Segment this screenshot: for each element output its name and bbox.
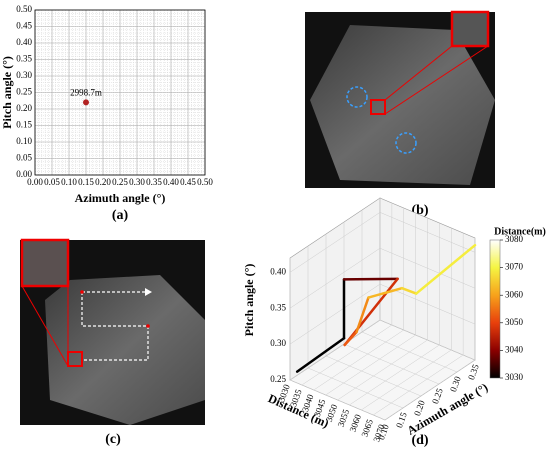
trajectory-segment — [343, 330, 358, 347]
y-tick-label: 0.30 — [16, 70, 32, 80]
y-axis-label: Pitch angle (°) — [0, 56, 14, 129]
trajectory-segment — [415, 243, 477, 295]
grid-line — [289, 283, 381, 345]
x-tick-label: 0.50 — [197, 177, 213, 187]
annotation: 2998.7m — [70, 87, 102, 97]
z-tick-label: 0.35 — [270, 302, 286, 312]
colorbar-tick-label: 3070 — [505, 262, 524, 272]
colorbar-tick-label: 3050 — [505, 317, 524, 327]
grid-line — [379, 319, 476, 361]
grid-line — [337, 339, 428, 401]
y-tick-label: 0.00 — [16, 169, 32, 179]
colorbar-label: Distance(m) — [494, 226, 546, 237]
x-tick-label: 0.45 — [180, 177, 196, 187]
plot-frame — [34, 9, 206, 176]
grid-line — [325, 334, 416, 396]
x-tick-label: 0.25 — [112, 177, 128, 187]
grid-line — [349, 344, 440, 406]
x-tick-label: 0.40 — [163, 177, 179, 187]
x-tick-label: 0.35 — [466, 362, 481, 381]
colorbar-tick-label: 3030 — [505, 372, 524, 382]
grid-line — [289, 248, 381, 309]
x-tick-label: 0.20 — [95, 177, 111, 187]
x-tick-label: 0.30 — [129, 177, 145, 187]
grid-line — [301, 324, 393, 386]
point — [83, 99, 89, 106]
grid-line — [384, 359, 476, 421]
y-tick-label: 0.45 — [16, 21, 32, 31]
grid-line — [379, 212, 476, 253]
grid-line — [361, 349, 452, 411]
y-tick-label: 0.05 — [16, 153, 32, 163]
y-tick-label: 0.50 — [16, 4, 32, 14]
y-tick-label: 0.10 — [16, 136, 32, 146]
y-tick-label: 0.25 — [16, 87, 32, 97]
grid-line — [289, 212, 381, 273]
trajectory-segment — [400, 286, 418, 295]
z-tick-label: 0.30 — [270, 338, 286, 348]
x-tick-label: 0.10 — [61, 177, 77, 187]
image-c: (c) — [20, 238, 205, 447]
y-tick-label: 0.40 — [16, 37, 32, 47]
trajectory-segment — [295, 337, 346, 373]
y-tick-label: 0.35 — [16, 54, 32, 64]
grid-line — [379, 248, 476, 289]
trajectory-segment — [342, 277, 399, 281]
x-tick-label: 0.35 — [146, 177, 162, 187]
panel-label: (c) — [105, 432, 121, 447]
colorbar-tick-label: 3040 — [505, 344, 524, 354]
x-tick-label: 0.15 — [78, 177, 94, 187]
image-b: (b) — [305, 10, 495, 218]
z-tick-label: 0.40 — [270, 266, 286, 276]
z-tick-label: 0.25 — [270, 374, 286, 384]
trajectory-segment — [355, 296, 370, 334]
x-axis-label: Azimuth angle (°) — [75, 191, 166, 205]
x-tick-label: 0.05 — [44, 177, 60, 187]
z-axis-label: Pitch angle (°) — [242, 264, 256, 337]
y-tick-label: 0.15 — [16, 120, 32, 130]
colorbar-tick-label: 3080 — [505, 234, 524, 244]
trajectory-segment — [367, 286, 404, 299]
y-tick-label: 0.20 — [16, 103, 32, 113]
panel-label: (a) — [112, 208, 129, 223]
colorbar-tick-label: 3060 — [505, 289, 524, 299]
panel-label: (d) — [411, 433, 428, 448]
grid-line — [313, 329, 404, 391]
colorbar — [489, 239, 501, 379]
grid-line — [289, 319, 381, 381]
grid-line — [372, 354, 464, 416]
x-tick-label: 0.30 — [448, 374, 463, 393]
x-tick-label: 0.00 — [27, 177, 43, 187]
